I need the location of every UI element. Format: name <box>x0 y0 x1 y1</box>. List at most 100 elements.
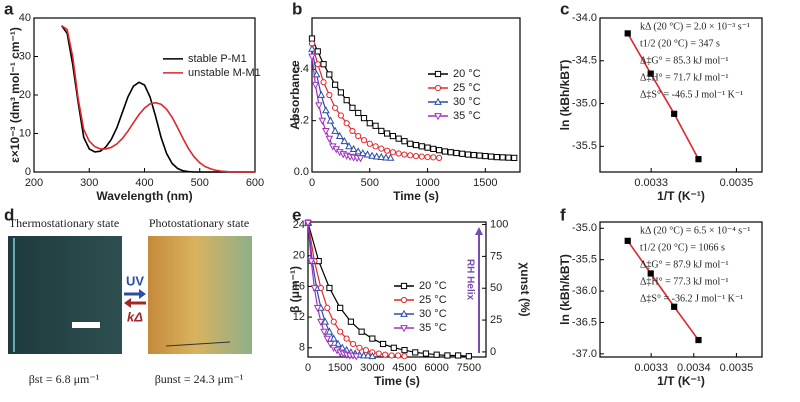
legend-marker <box>434 113 442 121</box>
y-tick-label: -34.5 <box>572 55 597 67</box>
x-tick-label: 0 <box>309 177 315 189</box>
marker <box>368 351 377 360</box>
marker <box>335 131 344 139</box>
marker <box>337 328 344 335</box>
legend-label: 25 °C <box>453 82 481 94</box>
x-tick-label: 3000 <box>360 362 384 374</box>
beta-label: βunst = 24.3 μm⁻¹ <box>155 372 244 386</box>
image-label: Photostationary state <box>149 216 249 230</box>
marker <box>326 284 333 292</box>
marker <box>418 143 425 150</box>
marker <box>647 270 654 277</box>
marker <box>356 155 365 163</box>
legend-label: 30 °C <box>419 308 447 320</box>
marker <box>464 151 472 158</box>
marker <box>394 352 402 359</box>
panel-label: b <box>292 0 302 18</box>
y-tick-label: 0 <box>25 166 31 178</box>
marker <box>315 102 323 110</box>
x-tick-label: 0.0033 <box>634 362 668 374</box>
marker <box>389 149 396 156</box>
marker <box>465 353 472 360</box>
marker <box>314 61 321 68</box>
x-tick-label: 1500 <box>328 362 352 374</box>
marker <box>488 153 495 160</box>
marker <box>671 110 678 117</box>
annotation: Δ‡S° = -36.2 J mol⁻¹ K⁻¹ <box>640 293 743 304</box>
marker <box>310 285 319 293</box>
legend-marker <box>434 97 442 105</box>
plot-frame <box>599 221 763 358</box>
marker <box>320 328 328 336</box>
image-label: Thermostationary state <box>9 216 119 230</box>
marker <box>354 147 363 155</box>
x-tick-label: 300 <box>80 177 98 189</box>
marker <box>382 351 389 358</box>
marker <box>312 70 321 78</box>
legend-label: 20 °C <box>419 280 447 292</box>
marker <box>499 154 506 161</box>
marker <box>330 318 337 325</box>
marker <box>436 147 443 154</box>
panel-label: c <box>560 0 569 18</box>
marker <box>511 154 518 161</box>
annotation: t1/2 (20 °C) = 347 s <box>640 38 720 49</box>
marker <box>372 122 379 129</box>
marker <box>378 127 385 135</box>
chart-panel: e 0 1500 3000 4500 6000 7500 8 12 16 20 24 0 25 50 75 10… <box>288 205 532 388</box>
y2-tick-label: 100 <box>490 218 508 230</box>
x-tick-label: 0 <box>305 362 311 374</box>
line <box>311 38 515 159</box>
marker <box>321 317 329 325</box>
panel-label: f <box>560 205 566 224</box>
y-tick-label: 20 <box>293 250 305 262</box>
line <box>307 222 469 357</box>
panel-label: d <box>4 205 14 224</box>
marker <box>347 318 354 325</box>
marker <box>412 349 419 356</box>
marker <box>671 303 678 310</box>
annotation: Δ‡H° = 71.7 kJ mol⁻¹ <box>640 72 729 83</box>
y2-tick-label: 75 <box>490 250 502 262</box>
marker <box>343 335 350 342</box>
panel-d: d Thermostationary state Photostationary… <box>4 205 252 386</box>
marker <box>358 328 365 335</box>
helix-label: RH Helix <box>464 259 475 301</box>
y-tick-label: -35.5 <box>572 254 597 266</box>
marker <box>493 154 500 161</box>
legend-label: 30 °C <box>453 96 481 108</box>
y-tick-label: -37.0 <box>572 348 597 360</box>
plot-frame <box>599 17 763 173</box>
y-tick-label: -35.5 <box>572 140 597 152</box>
marker <box>323 335 332 343</box>
marker <box>407 152 414 159</box>
marker <box>424 154 431 161</box>
marker <box>349 144 358 153</box>
y-axis-title: ε×10⁻³ (dm³ mol⁻¹ cm⁻¹) <box>8 27 22 163</box>
arrow-label: kΔ <box>127 309 143 324</box>
chart-panel: b 0 500 1000 1500 0.0 0.2 0.4 Time (s) Absorbance… <box>288 0 521 203</box>
plot-frame <box>33 17 256 173</box>
chart-panel: f 0.0033 0.0034 0.0035 -35.0 -35.5 -36.0 -36.5 -… <box>558 205 763 388</box>
marker <box>311 81 320 89</box>
marker <box>444 352 451 359</box>
legend-marker <box>400 309 408 317</box>
y-tick-label: 40 <box>19 12 31 24</box>
marker <box>307 258 316 266</box>
marker <box>624 237 631 244</box>
marker <box>436 154 443 161</box>
marker <box>326 341 335 349</box>
legend-label: stable P-M1 <box>188 53 247 65</box>
marker <box>430 154 437 161</box>
marker <box>355 109 362 117</box>
x-tick-label: 600 <box>246 177 264 189</box>
marker <box>304 219 312 228</box>
marker <box>377 152 386 161</box>
panel-label: a <box>4 0 14 18</box>
x-tick-label: 0.0035 <box>720 362 754 374</box>
legend-marker <box>434 70 442 78</box>
y-tick-label: 24 <box>293 219 305 231</box>
chart-panel: c 0.0033 0.0035 -34.0 -34.5 -35.0 -35.5 1/T (K⁻… <box>558 0 763 203</box>
x-tick-label: 400 <box>135 177 153 189</box>
